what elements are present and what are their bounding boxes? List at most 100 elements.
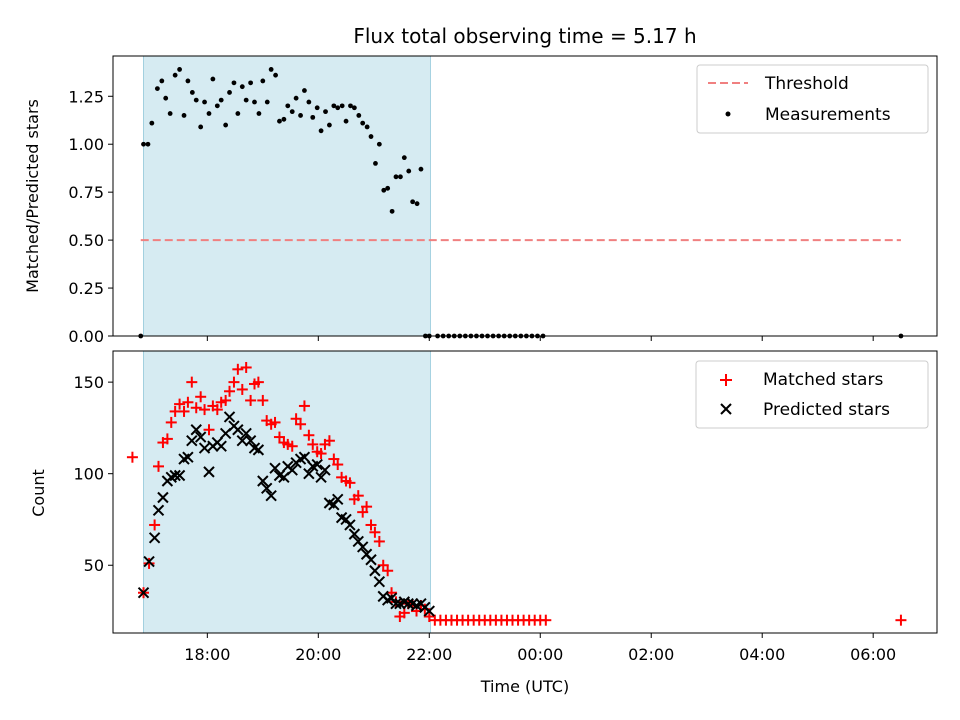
- legend-predicted-swatch: [720, 403, 732, 415]
- measurement-point: [210, 76, 216, 82]
- measurement-point: [202, 99, 207, 105]
- x-tick-label: 00:00: [517, 645, 563, 664]
- matched-star-point: [286, 440, 298, 452]
- bottom-y-tick-label: 50: [84, 556, 104, 575]
- matched-star-point: [220, 394, 232, 406]
- predicted-star-point: [240, 427, 252, 440]
- measurement-point: [181, 113, 187, 118]
- predicted-star-point: [390, 597, 402, 610]
- measurement-point: [410, 199, 416, 205]
- predicted-star-point: [269, 462, 281, 474]
- matched-star-point: [153, 460, 165, 472]
- matched-star-point: [126, 451, 138, 463]
- predicted-star-point: [215, 440, 227, 452]
- matched-star-point: [315, 448, 327, 460]
- measurement-point: [314, 105, 320, 111]
- measurement-point: [281, 116, 287, 122]
- predicted-star-point: [423, 605, 435, 617]
- measurement-point: [227, 90, 232, 95]
- predicted-star-point: [402, 597, 414, 610]
- measurement-point: [398, 174, 403, 180]
- top-y-axis-label: Matched/Predicted stars: [23, 99, 42, 293]
- bottom-y-tick-label: 100: [73, 465, 104, 484]
- measurement-point: [252, 99, 257, 105]
- measurement-point: [285, 103, 291, 109]
- measurement-point: [177, 67, 182, 72]
- legend-measurements-label: Measurements: [765, 105, 891, 125]
- legend-matched-swatch: [720, 374, 732, 386]
- bottom-panel: 18:00 20:00 22:00 00:00 02:00 04:00 06:00 50 10…: [29, 350, 938, 696]
- measurement-point: [376, 141, 382, 147]
- chart-title: Flux total observing time = 5.17 h: [353, 24, 696, 48]
- measurement-point: [163, 95, 169, 101]
- x-tick-label: 06:00: [850, 645, 896, 664]
- predicted-star-point: [328, 499, 340, 511]
- measurement-point: [172, 72, 178, 78]
- matched-star-point: [199, 404, 211, 416]
- measurement-point: [418, 166, 424, 172]
- measurement-point: [231, 80, 237, 86]
- top-y-tick-label: 0.00: [68, 327, 104, 346]
- predicted-star-point: [319, 464, 331, 476]
- top-panel: 0.00 0.25 0.50 0.75 1.00 1.25 Matched/Predict…: [23, 55, 938, 346]
- predicted-star-point: [148, 532, 161, 544]
- predicted-star-point: [143, 555, 155, 568]
- predicted-star-point: [315, 471, 327, 484]
- legend-measurements-swatch: [725, 111, 731, 117]
- measurement-point: [385, 185, 391, 191]
- predicted-star-point: [265, 489, 277, 502]
- matched-star-point: [186, 376, 198, 388]
- predicted-star-point: [173, 469, 186, 482]
- measurement-point: [302, 88, 307, 93]
- predicted-star-point: [169, 469, 181, 482]
- measurement-point: [223, 122, 229, 128]
- measurement-point: [339, 103, 345, 109]
- measurement-point: [243, 97, 249, 103]
- matched-star-point: [344, 477, 356, 489]
- matched-star-point: [540, 614, 552, 626]
- x-tick-label: 20:00: [295, 645, 341, 664]
- measurement-point: [145, 141, 151, 147]
- measurement-point: [189, 90, 195, 95]
- matched-star-point: [382, 565, 394, 577]
- matched-star-point: [295, 418, 307, 430]
- matched-star-point: [332, 459, 344, 471]
- measurement-point: [214, 103, 220, 109]
- matched-star-point: [149, 519, 161, 531]
- measurement-point: [393, 174, 399, 180]
- bottom-legend: Matched stars Predicted stars: [695, 360, 929, 429]
- predicted-star-point: [236, 435, 248, 447]
- matched-star-point: [143, 557, 155, 569]
- measurement-point: [260, 78, 266, 84]
- predicted-star-point: [152, 504, 165, 517]
- matched-star-point: [232, 363, 244, 375]
- matched-star-point: [269, 416, 281, 428]
- measurement-point: [141, 141, 146, 147]
- measurement-point: [335, 105, 341, 111]
- matched-star-point: [895, 614, 907, 626]
- measurement-point: [256, 111, 262, 116]
- measurement-point: [373, 160, 378, 166]
- matched-star-point: [303, 429, 315, 441]
- predicted-star-point: [260, 482, 273, 495]
- measurement-point: [235, 111, 241, 116]
- predicted-star-point: [286, 464, 298, 476]
- predicted-star-point: [194, 431, 207, 443]
- predicted-star-point: [365, 554, 377, 566]
- measurement-point: [149, 120, 155, 126]
- predicted-star-point: [356, 541, 369, 553]
- measurement-point: [351, 105, 357, 111]
- predicted-star-point: [340, 513, 352, 526]
- predicted-star-point: [369, 565, 381, 577]
- top-observing-window: [143, 55, 431, 337]
- matched-star-point: [240, 361, 252, 373]
- bottom-y-tick-label: 150: [73, 373, 104, 392]
- bottom-legend-box: [695, 360, 929, 429]
- bottom-axes-frame: [112, 350, 938, 634]
- measurement-point: [331, 103, 337, 109]
- measurement-point: [218, 97, 224, 103]
- measurement-point: [293, 95, 299, 101]
- legend-threshold-label: Threshold: [764, 74, 849, 94]
- legend-predicted-label: Predicted stars: [763, 400, 890, 420]
- matched-star-point: [203, 424, 215, 436]
